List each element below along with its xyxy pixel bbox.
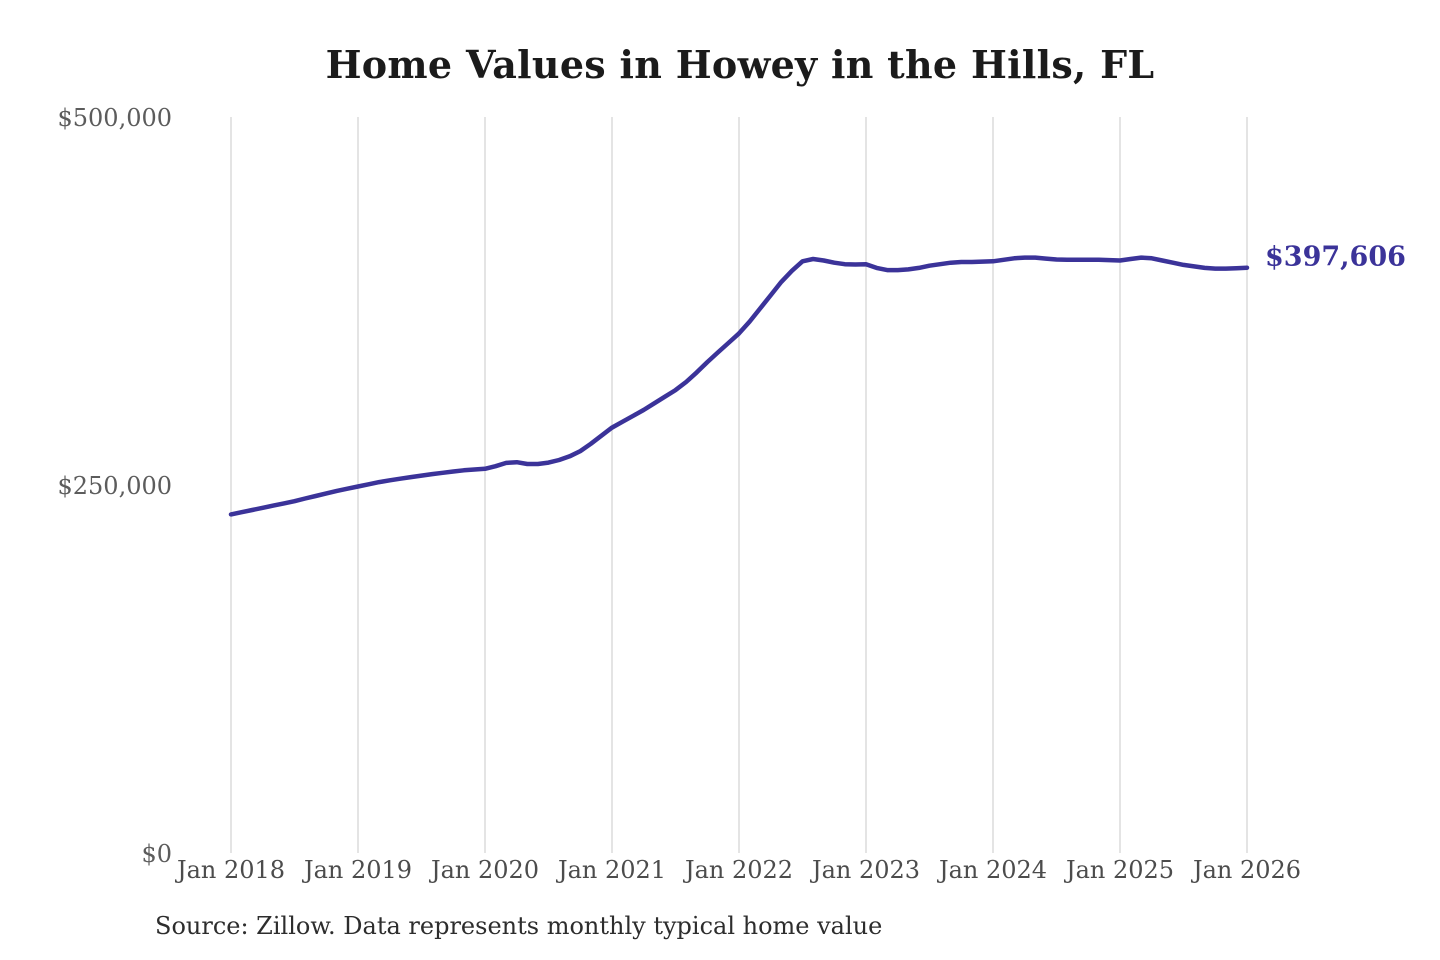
y-tick-label: $500,000: [57, 104, 172, 132]
x-tick-label: Jan 2019: [303, 856, 413, 884]
x-tick-label: Jan 2021: [557, 856, 667, 884]
end-value-label: $397,606: [1265, 241, 1406, 273]
x-tick-label: Jan 2018: [176, 856, 286, 884]
x-tick-label: Jan 2024: [938, 856, 1048, 884]
y-tick-label: $250,000: [57, 472, 172, 500]
series-line: [228, 255, 1250, 517]
gridlines-group: [230, 117, 1248, 853]
chart-title: Home Values in Howey in the Hills, FL: [325, 42, 1155, 87]
source-note: Source: Zillow. Data represents monthly …: [155, 912, 883, 940]
x-tick-label: Jan 2022: [684, 856, 794, 884]
x-tick-label: Jan 2025: [1065, 856, 1175, 884]
x-tick-label: Jan 2026: [1192, 856, 1302, 884]
x-tick-label: Jan 2020: [430, 856, 540, 884]
y-tick-label: $0: [141, 840, 172, 868]
x-tick-label: Jan 2023: [811, 856, 921, 884]
